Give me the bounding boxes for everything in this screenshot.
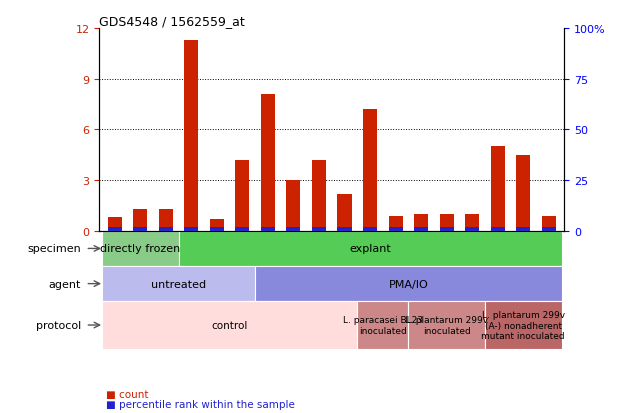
Bar [516, 227, 530, 231]
Text: agent: agent [48, 279, 81, 289]
Bar [102, 231, 178, 266]
Text: ■ count: ■ count [106, 389, 148, 399]
Text: untreated: untreated [151, 279, 206, 289]
Bar [465, 214, 479, 231]
Bar [440, 214, 454, 231]
Bar [133, 227, 147, 231]
Bar [485, 301, 562, 349]
Bar [178, 231, 562, 266]
Bar [261, 95, 275, 231]
Bar [490, 227, 504, 231]
Text: control: control [212, 320, 248, 330]
Bar [363, 227, 377, 231]
Bar [210, 219, 224, 231]
Bar [159, 209, 173, 231]
Text: ■ percentile rank within the sample: ■ percentile rank within the sample [106, 399, 295, 409]
Text: protocol: protocol [35, 320, 81, 330]
Bar [337, 227, 351, 231]
Bar [102, 266, 255, 301]
Bar [287, 227, 301, 231]
Text: PMA/IO: PMA/IO [388, 279, 428, 289]
Bar [235, 160, 249, 231]
Bar [337, 194, 351, 231]
Text: specimen: specimen [27, 244, 81, 254]
Bar [184, 227, 198, 231]
Text: explant: explant [349, 244, 391, 254]
Bar [363, 110, 377, 231]
Bar [388, 227, 403, 231]
Bar [357, 301, 408, 349]
Bar [312, 227, 326, 231]
Text: L. plantarum 299v
(A-) nonadherent
mutant inoculated: L. plantarum 299v (A-) nonadherent mutan… [481, 311, 565, 340]
Bar [408, 301, 485, 349]
Bar [102, 301, 357, 349]
Bar [287, 180, 301, 231]
Bar [414, 227, 428, 231]
Bar [542, 227, 556, 231]
Text: directly frozen: directly frozen [100, 244, 180, 254]
Bar [312, 160, 326, 231]
Text: L. plantarum 299v
inoculated: L. plantarum 299v inoculated [405, 316, 488, 335]
Bar [235, 227, 249, 231]
Bar [388, 216, 403, 231]
Bar [490, 147, 504, 231]
Bar [108, 227, 122, 231]
Bar [516, 155, 530, 231]
Bar [255, 266, 562, 301]
Text: GDS4548 / 1562559_at: GDS4548 / 1562559_at [99, 15, 245, 28]
Bar [159, 227, 173, 231]
Text: L. paracasei BL23
inoculated: L. paracasei BL23 inoculated [343, 316, 423, 335]
Bar [542, 216, 556, 231]
Bar [414, 214, 428, 231]
Bar [465, 227, 479, 231]
Bar [440, 227, 454, 231]
Bar [210, 227, 224, 231]
Bar [133, 209, 147, 231]
Bar [261, 227, 275, 231]
Bar [184, 41, 198, 231]
Bar [108, 218, 122, 231]
